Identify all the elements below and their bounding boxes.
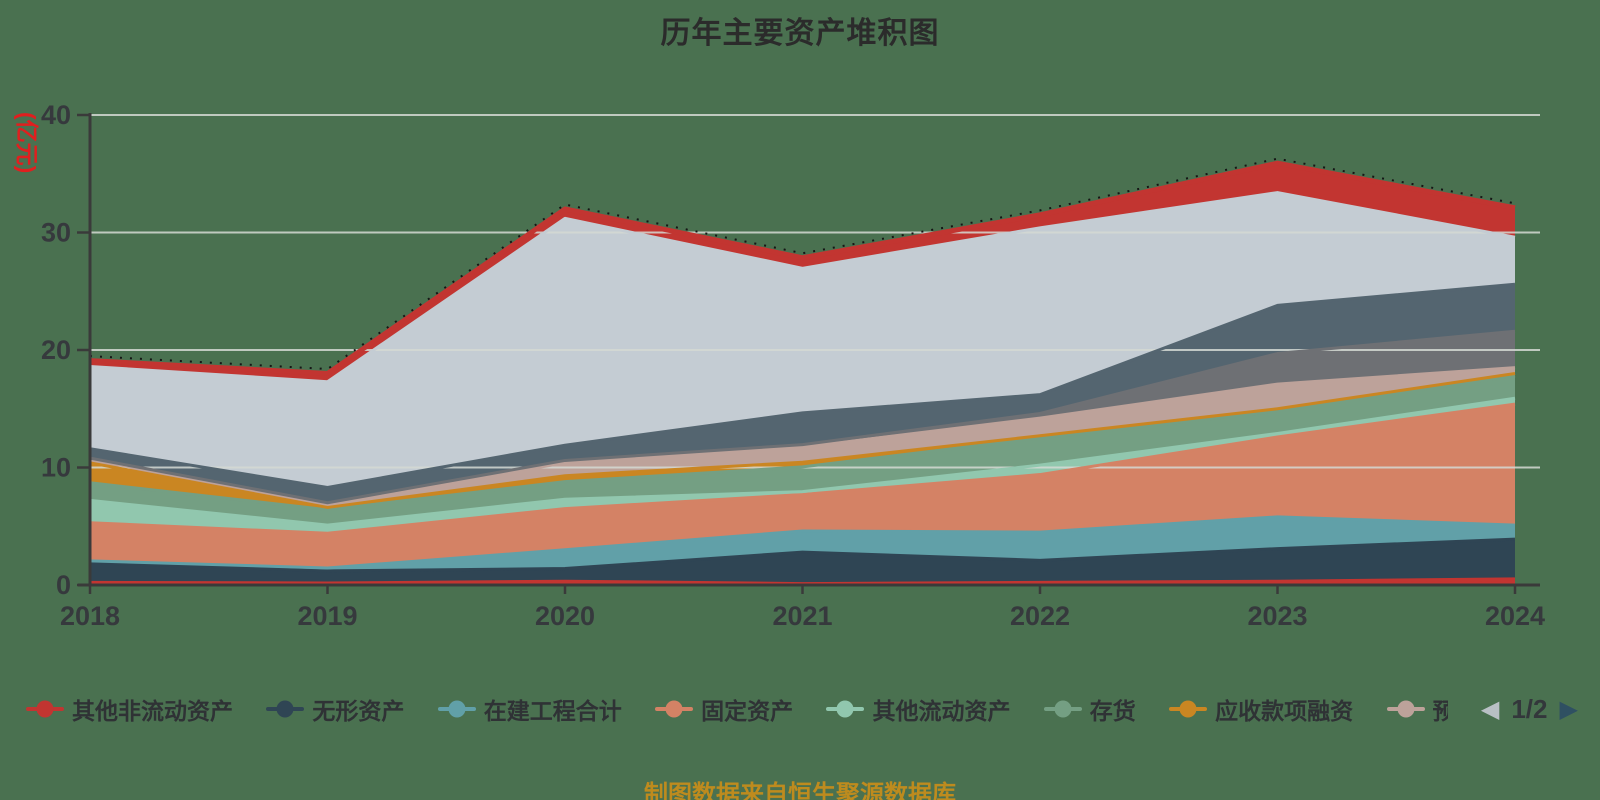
y-tick-label: 0 (56, 570, 71, 600)
line-series-11 (89, 191, 1516, 384)
y-tick-label: 20 (41, 335, 71, 365)
legend-page-indicator: 1/2 (1511, 693, 1548, 724)
area-在建工程合计[interactable] (90, 516, 1515, 571)
legend-item-4[interactable]: 固定资产 (655, 692, 793, 726)
legend-item-label: 其他非流动资产 (72, 698, 233, 724)
legend-prev-button[interactable]: ◀ (1480, 695, 1500, 723)
legend-line-circle-icon (26, 700, 64, 718)
legend-line-circle-icon (655, 700, 694, 718)
line-在建工程合计 (89, 515, 1516, 570)
y-tick-label: 10 (41, 453, 71, 483)
area-其他流动资产[interactable] (90, 398, 1515, 534)
x-tick-label: 2023 (1247, 601, 1307, 631)
line-存货 (89, 374, 1516, 512)
legend-item-label: 存货 (1089, 698, 1136, 724)
legend-line-circle-icon (1043, 700, 1082, 718)
legend-item-7[interactable]: 应收款项融资 (1169, 692, 1353, 726)
legend-line-circle-icon (437, 700, 476, 718)
legend-item-label: 预 (1432, 698, 1448, 724)
x-tick-label: 2022 (1010, 601, 1070, 631)
legend-line-circle-icon (1386, 700, 1425, 718)
area-无形资产[interactable] (90, 539, 1515, 584)
y-tick-label: 30 (41, 218, 71, 248)
x-tick-label: 2020 (535, 601, 595, 631)
legend-item-label: 应收款项融资 (1215, 698, 1354, 724)
area-series-10[interactable] (90, 284, 1515, 503)
legend-item-label: 固定资产 (701, 698, 794, 724)
y-axis-unit-label: (亿元) (14, 112, 40, 174)
x-tick-label: 2019 (297, 601, 357, 631)
legend-next-button[interactable]: ▶ (1559, 695, 1578, 723)
area-series-12[interactable] (90, 163, 1515, 382)
legend-pager: ◀ 1/2 ▶ (1481, 694, 1578, 725)
legend: 其他非流动资产 无形资产 在建工程合计 固定资产 其他流动资产 存货 应收款项融资 预 ◀ 1… (26, 692, 1578, 726)
legend-line-circle-icon (1169, 700, 1208, 718)
gridlines (90, 114, 1540, 469)
legend-line-circle-icon (266, 700, 305, 718)
legend-item-label: 其他流动资产 (872, 698, 1011, 724)
area-存货[interactable] (90, 375, 1515, 526)
area-series-11[interactable] (90, 192, 1515, 488)
line-无形资产 (89, 537, 1516, 573)
legend-item-6[interactable]: 存货 (1043, 692, 1136, 726)
legend-line-circle-icon (826, 700, 865, 718)
legend-item-2[interactable]: 无形资产 (266, 692, 404, 726)
line-其他流动资产 (89, 396, 1516, 527)
legend-item-label: 无形资产 (312, 698, 405, 724)
y-tick-label: 40 (41, 100, 71, 130)
line-series-10 (89, 282, 1516, 489)
area-固定资产[interactable] (90, 404, 1515, 568)
x-tick-label: 2021 (772, 601, 832, 631)
line-series-12 (89, 160, 1516, 376)
line-series-9 (89, 329, 1516, 505)
line-固定资产 (89, 402, 1516, 535)
data-source-note: 制图数据来自恒生聚源数据库 (644, 781, 956, 800)
x-tick-label: 2024 (1485, 601, 1545, 631)
chart-title: 历年主要资产堆积图 (660, 17, 940, 50)
series-lines (89, 160, 1516, 586)
legend-item-5[interactable]: 其他流动资产 (826, 692, 1010, 726)
legend-item-label: 在建工程合计 (483, 698, 622, 724)
legend-item-8[interactable]: 预 (1386, 692, 1448, 726)
legend-item-3[interactable]: 在建工程合计 (437, 692, 622, 726)
x-tick-label: 2018 (60, 601, 120, 631)
line-应收款项融资 (89, 372, 1516, 509)
axes: 0 10 20 30 40 2018 2019 2020 2021 2022 2023 2024 (41, 100, 1545, 631)
area-应收款项融资[interactable] (90, 373, 1515, 510)
area-series-9[interactable] (90, 331, 1515, 504)
legend-item-1[interactable]: 其他非流动资产 (26, 692, 233, 726)
